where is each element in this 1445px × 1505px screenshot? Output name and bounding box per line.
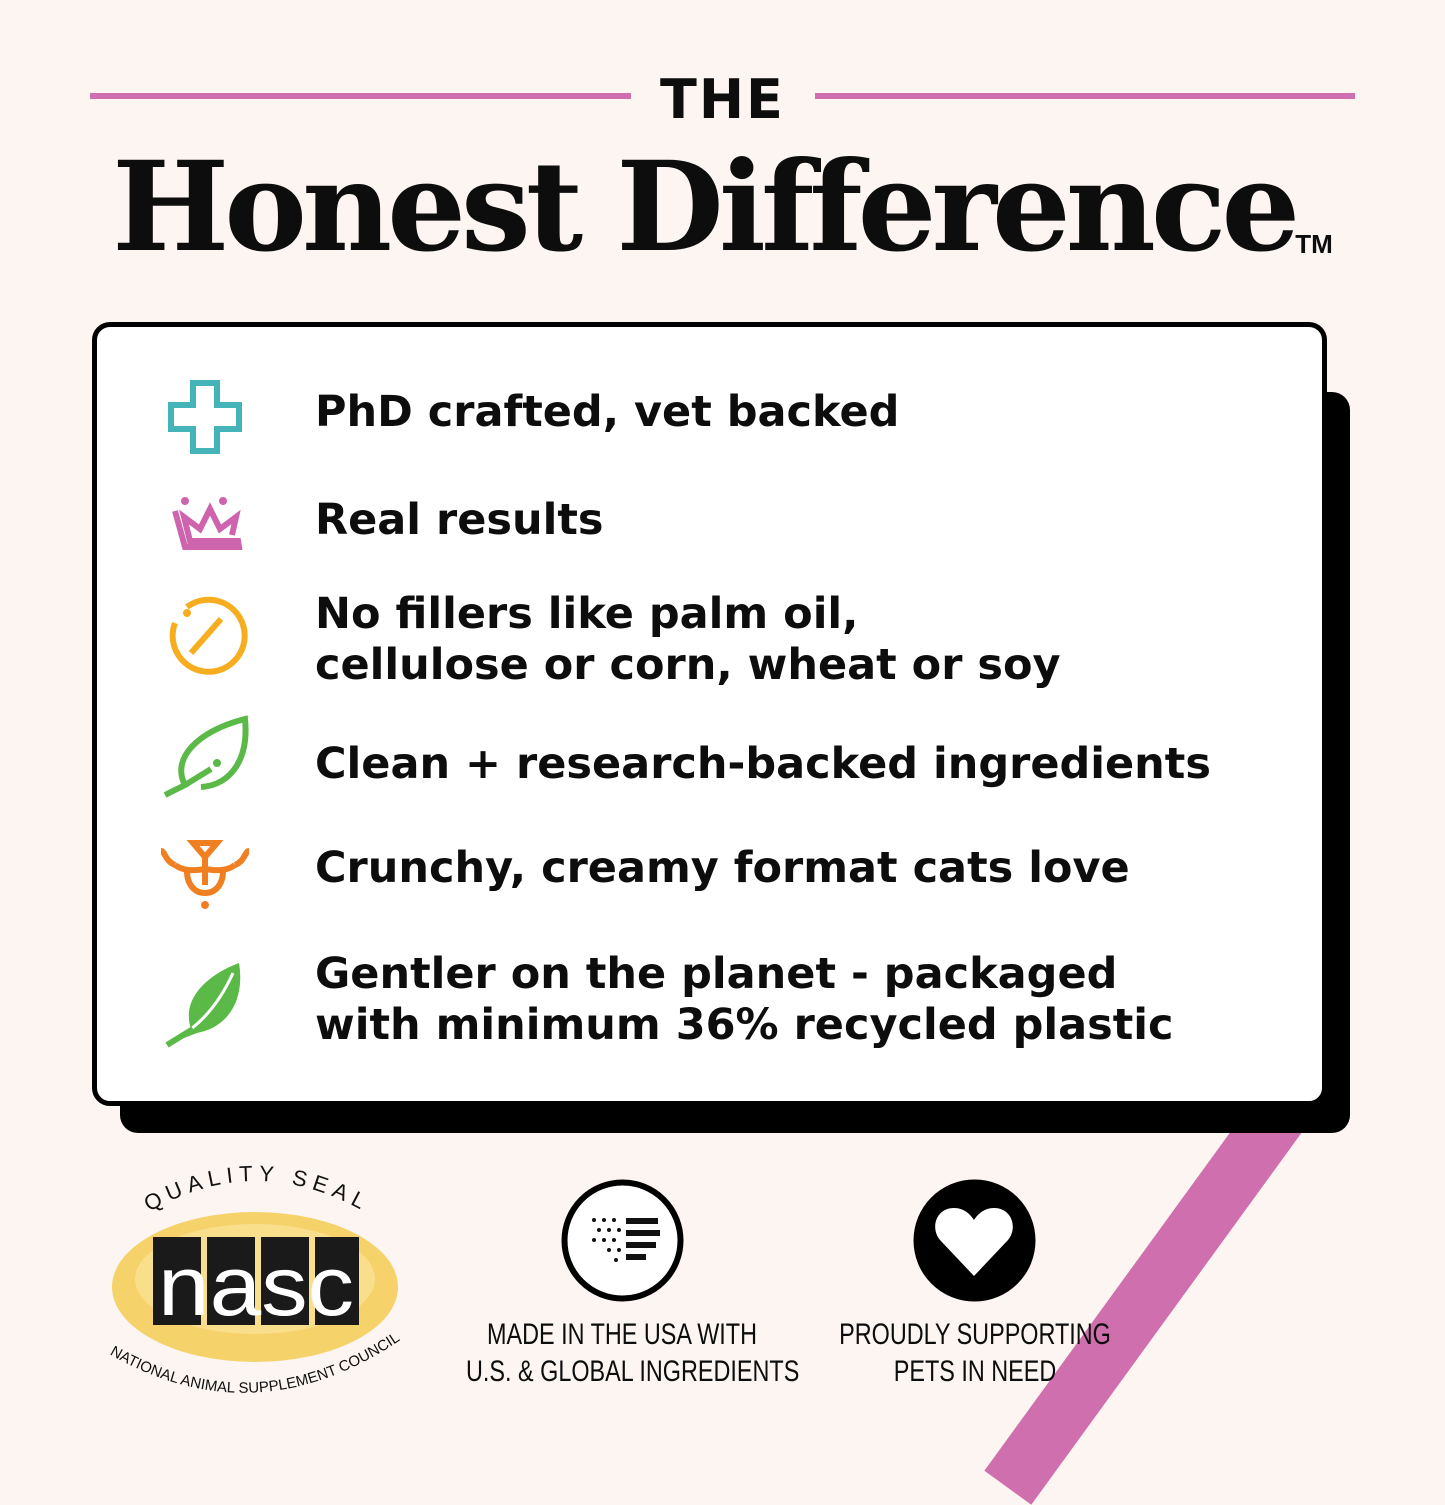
usa-caption: MADE IN THE USA WITH U.S. & GLOBAL INGRED… bbox=[466, 1318, 800, 1388]
medical-cross-icon bbox=[168, 380, 242, 454]
feature-text: No fillers like palm oil, cellulose or co… bbox=[315, 589, 1061, 690]
leaf-outline-icon bbox=[163, 715, 249, 798]
features-card: PhD crafted, vet backed Real results No … bbox=[92, 322, 1327, 1106]
feature-text: Real results bbox=[315, 495, 604, 545]
cat-face-icon bbox=[160, 840, 250, 909]
eyebrow: THE bbox=[660, 68, 785, 131]
svg-text:QUALITY SEAL: QUALITY SEAL bbox=[140, 1165, 376, 1217]
nasc-quality-seal-logo: QUALITY SEAL nasc NATIONAL ANIMAL SUPPLE… bbox=[107, 1165, 402, 1397]
feature-text: PhD crafted, vet backed bbox=[315, 387, 900, 437]
title-text: Honest Difference bbox=[112, 135, 1300, 280]
svg-text:nasc: nasc bbox=[158, 1239, 354, 1333]
leaf-solid-icon bbox=[165, 963, 241, 1048]
trademark: TM bbox=[1295, 229, 1333, 259]
page-title: Honest DifferenceTM bbox=[0, 138, 1445, 278]
heart-icon bbox=[913, 1179, 1036, 1302]
pets-caption: PROUDLY SUPPORTING PETS IN NEED bbox=[839, 1318, 1111, 1388]
divider-left bbox=[90, 93, 631, 99]
divider-right bbox=[815, 93, 1355, 99]
flag-heart-icon bbox=[561, 1179, 684, 1302]
feature-text: Gentler on the planet - packaged with min… bbox=[315, 949, 1174, 1050]
feature-text: Clean + research-backed ingredients bbox=[315, 739, 1211, 789]
no-symbol-icon bbox=[169, 596, 248, 675]
feature-text: Crunchy, creamy format cats love bbox=[315, 843, 1130, 893]
crown-icon bbox=[172, 497, 243, 550]
